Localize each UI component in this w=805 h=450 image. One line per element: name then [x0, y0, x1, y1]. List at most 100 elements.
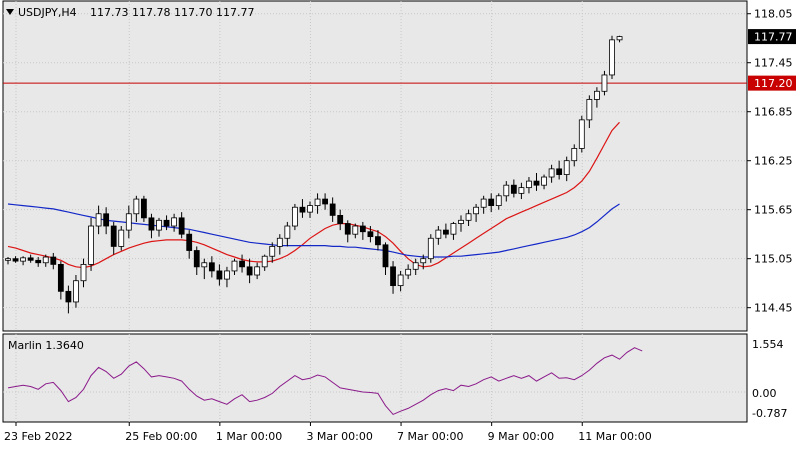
candle — [450, 221, 457, 240]
candle — [412, 258, 419, 276]
time-tick-label: 23 Feb 2022 — [4, 430, 72, 443]
candle — [269, 242, 276, 263]
candle-body — [390, 266, 396, 287]
candle — [344, 220, 351, 243]
candle-body — [35, 259, 42, 264]
candle-body — [73, 280, 79, 303]
candle — [375, 230, 381, 251]
candle — [284, 221, 291, 247]
candle-body — [110, 225, 117, 247]
candle-body — [495, 195, 502, 207]
indicator-axis-top: 1.554 — [752, 338, 784, 351]
candle-body — [156, 219, 162, 231]
symbol-label: USDJPY,H4 — [18, 6, 77, 19]
candle — [208, 256, 215, 278]
candle — [533, 172, 540, 191]
candle-body — [556, 168, 563, 175]
indicator-label: Marlin 1.3640 — [8, 339, 84, 352]
candle-body — [367, 231, 374, 238]
candle — [261, 254, 268, 271]
price-panel[interactable] — [2, 0, 748, 332]
level-price-label: 117.20 — [754, 77, 793, 90]
candle-body — [193, 250, 200, 268]
price-grid — [3, 1, 747, 331]
candle — [495, 193, 502, 210]
candle — [20, 256, 27, 266]
candle-body — [42, 256, 49, 264]
candle — [526, 177, 532, 194]
candle-body — [88, 225, 94, 265]
candle-body — [458, 219, 464, 224]
candle — [254, 262, 261, 280]
candle-body — [276, 237, 283, 247]
candle-body — [337, 215, 344, 224]
price-tick-label: 114.45 — [754, 302, 793, 315]
candle — [239, 254, 245, 273]
candle — [171, 213, 178, 232]
candle-body — [103, 213, 110, 227]
candle-body — [246, 266, 253, 276]
candle-body — [291, 206, 298, 227]
candle-body — [50, 256, 57, 265]
candle — [518, 182, 525, 200]
indicator-axis-zero: 0.00 — [752, 387, 777, 400]
candle — [609, 35, 615, 80]
candle — [5, 257, 11, 265]
candle — [420, 254, 427, 270]
candle — [390, 261, 396, 294]
candle — [359, 221, 366, 240]
candle — [65, 285, 72, 314]
candle — [12, 256, 19, 263]
candle-body — [140, 198, 147, 219]
candle-body — [609, 39, 615, 76]
candle-body — [224, 270, 230, 280]
candle-body — [329, 203, 336, 216]
price-tick-label: 117.45 — [754, 57, 793, 70]
candle — [442, 223, 449, 239]
candle-body — [299, 206, 306, 213]
candle-body — [269, 246, 276, 257]
candle — [246, 258, 253, 284]
candle — [216, 264, 223, 286]
candle — [193, 246, 200, 276]
candle — [367, 226, 374, 243]
candle-body — [261, 255, 268, 268]
candle — [548, 164, 555, 183]
candle-body — [65, 290, 72, 303]
candle-body — [586, 99, 593, 121]
candle-body — [148, 217, 155, 231]
candle — [186, 230, 193, 259]
candle-body — [382, 244, 389, 268]
candle-body — [563, 160, 570, 175]
price-axis: 118.05 117.45 116.85 116.25 115.65 115.05 114.… — [747, 8, 793, 315]
candle — [571, 144, 578, 167]
candle-body — [314, 198, 321, 207]
indicator-axis-bottom: -0.787 — [752, 407, 787, 420]
candle-body — [80, 263, 87, 282]
candle — [488, 193, 495, 213]
indicator-panel[interactable] — [2, 333, 748, 423]
candle-body — [125, 213, 132, 231]
candle — [616, 35, 623, 43]
candle-body — [435, 229, 442, 239]
candle-body — [442, 229, 449, 235]
candle — [35, 257, 42, 267]
candle-body — [133, 198, 140, 215]
time-tick-label: 11 Mar 00:00 — [578, 430, 651, 443]
candle-body — [20, 257, 27, 262]
candle — [563, 156, 570, 182]
ohlc-label: 117.73 117.78 117.70 117.77 — [90, 6, 254, 19]
candle — [541, 174, 547, 190]
candle-body — [420, 258, 427, 264]
candle — [103, 207, 110, 235]
candle-body — [375, 236, 381, 246]
triangle-down-icon[interactable] — [6, 9, 14, 15]
candle — [133, 195, 140, 222]
candle-body — [359, 225, 366, 233]
time-tick-label: 25 Feb 00:00 — [125, 430, 197, 443]
candle — [42, 254, 49, 267]
price-tick-label: 118.05 — [754, 8, 793, 21]
candle — [382, 242, 389, 276]
time-tick-label: 7 Mar 00:00 — [397, 430, 463, 443]
